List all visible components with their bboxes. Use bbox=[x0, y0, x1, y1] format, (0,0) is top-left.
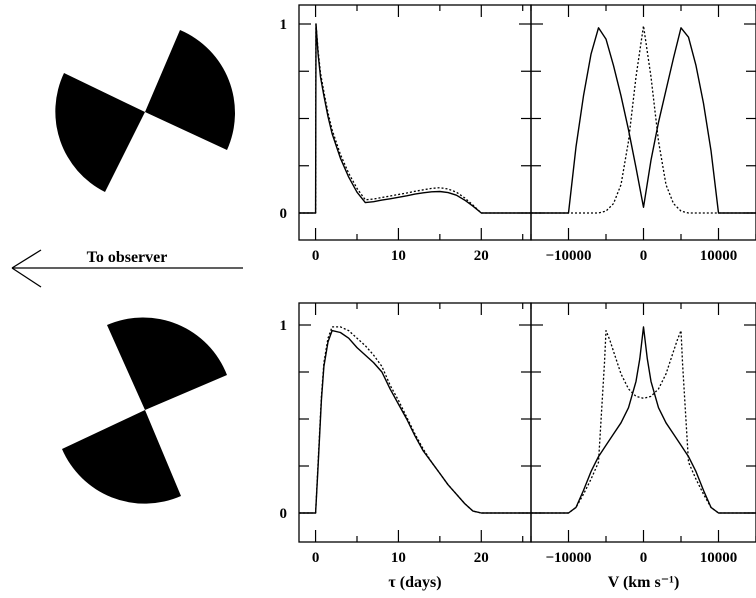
series-line-solid bbox=[531, 326, 756, 514]
x-tick-label: 10000 bbox=[700, 248, 738, 264]
plot-panels: 0 10 20 0 1 −10000 0 10000 0 10 20 0 1 τ (days) −10000… bbox=[280, 4, 756, 591]
series-line-dotted bbox=[531, 25, 756, 214]
panel-top-right: −10000 0 10000 bbox=[530, 4, 756, 264]
panel-top-left: 0 10 20 0 1 bbox=[280, 4, 532, 264]
x-axis-label: τ (days) bbox=[388, 574, 441, 591]
observer-arrow: To observer bbox=[11, 249, 243, 288]
x-tick-label: 0 bbox=[640, 550, 648, 566]
arrow-head-lower bbox=[11, 267, 42, 288]
x-tick-label: 10 bbox=[391, 550, 406, 566]
plot-frame bbox=[298, 4, 532, 241]
disk-wedge-lower bbox=[145, 30, 235, 150]
y-tick-label: 0 bbox=[280, 206, 288, 222]
arrow-label: To observer bbox=[87, 249, 168, 266]
geometry-diagram-bottom bbox=[62, 317, 227, 504]
panel-bottom-left: 0 10 20 0 1 τ (days) bbox=[280, 302, 532, 591]
series-line-solid bbox=[531, 27, 756, 214]
y-tick-label: 0 bbox=[280, 506, 288, 522]
x-tick-label: 20 bbox=[474, 248, 489, 264]
plot-frame bbox=[298, 302, 532, 543]
plot-frame bbox=[530, 302, 756, 543]
x-tick-label: 10000 bbox=[700, 550, 738, 566]
series-line-solid bbox=[299, 23, 531, 214]
series-line-dotted bbox=[299, 326, 531, 514]
x-tick-label: 10 bbox=[391, 248, 406, 264]
x-tick-label: 0 bbox=[312, 550, 320, 566]
arrow-head-upper bbox=[11, 249, 42, 269]
x-axis-label: V (km s⁻¹) bbox=[608, 574, 680, 591]
y-tick-label: 1 bbox=[280, 318, 288, 334]
x-tick-label: 0 bbox=[640, 248, 648, 264]
disk-wedge-upper bbox=[107, 317, 227, 410]
series-line-dotted bbox=[299, 23, 531, 214]
x-tick-label: 20 bbox=[474, 550, 489, 566]
y-tick-label: 1 bbox=[280, 17, 288, 33]
series-line-dotted bbox=[531, 329, 756, 514]
disk-wedge-upper bbox=[55, 73, 146, 192]
x-tick-label: −10000 bbox=[545, 248, 591, 264]
disk-wedge-lower bbox=[62, 410, 181, 504]
series-line-solid bbox=[299, 329, 531, 514]
x-tick-label: 0 bbox=[312, 248, 320, 264]
x-tick-label: −10000 bbox=[545, 550, 591, 566]
geometry-diagram-top bbox=[55, 30, 235, 192]
panel-bottom-right: −10000 0 10000 V (km s⁻¹) bbox=[530, 302, 756, 591]
